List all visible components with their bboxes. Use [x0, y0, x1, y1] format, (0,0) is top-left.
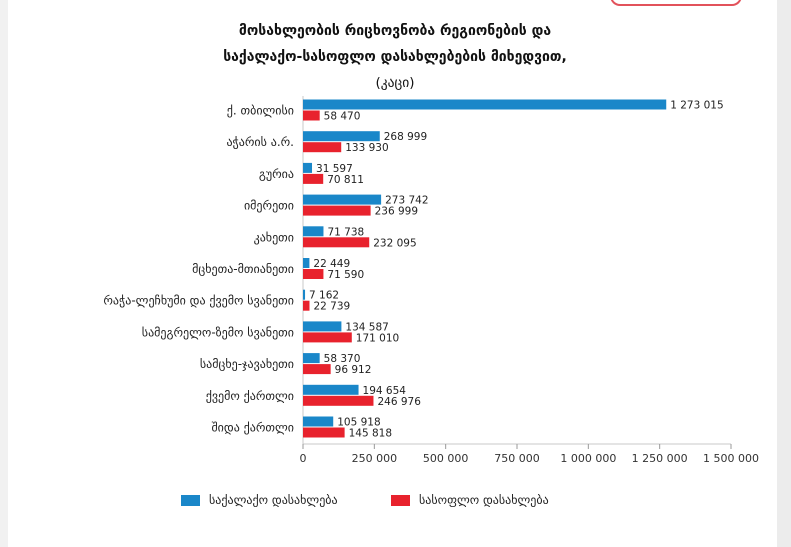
- data-label-rural: 96 912: [335, 364, 372, 376]
- category-label: აჭარის ა.რ.: [226, 135, 294, 149]
- category-label: გურია: [259, 167, 294, 181]
- bar-urban: [303, 353, 320, 364]
- bar-rural: [303, 205, 371, 216]
- x-tick-label: 1 250 000: [632, 452, 688, 465]
- data-label-urban: 31 597: [316, 163, 353, 175]
- category-label: ქ. თბილისი: [227, 104, 294, 118]
- legend-label-rural: სასოფლო დასახლება: [419, 493, 549, 507]
- bar-rural: [303, 269, 324, 279]
- bar-urban: [303, 194, 382, 205]
- category-label: მცხეთა-მთიანეთი: [192, 262, 294, 276]
- bar-rural: [303, 142, 342, 153]
- bar-urban: [303, 384, 359, 395]
- data-label-urban: 105 918: [337, 417, 380, 429]
- data-label-rural: 70 811: [327, 174, 364, 186]
- data-label-urban: 1 273 015: [670, 100, 723, 112]
- legend-item-urban: საქალაქო დასახლება: [181, 492, 338, 508]
- x-tick-label: 1 500 000: [703, 452, 759, 465]
- legend-swatch-rural: [391, 494, 410, 506]
- category-label: შიდა ქართლი: [211, 421, 294, 435]
- bar-rural: [303, 300, 310, 311]
- bar-rural: [303, 237, 370, 248]
- legend-label-urban: საქალაქო დასახლება: [209, 493, 338, 507]
- bar-urban: [303, 289, 306, 300]
- data-label-rural: 232 095: [373, 237, 416, 249]
- chart-title-line-1: მოსახლეობის რიცხოვნობა რეგიონების და: [238, 23, 552, 39]
- data-label-urban: 58 370: [324, 353, 361, 365]
- x-tick-label: 1 000 000: [560, 452, 616, 465]
- bar-urban: [303, 416, 334, 427]
- bar-urban: [303, 162, 313, 173]
- bar-rural: [303, 110, 320, 121]
- x-tick-label: 0: [300, 452, 307, 465]
- bar-rural: [303, 427, 345, 438]
- right-edge-strip: [777, 0, 791, 547]
- data-label-urban: 268 999: [384, 131, 427, 143]
- category-label: ქვემო ქართლი: [206, 389, 294, 403]
- bar-urban: [303, 131, 380, 142]
- category-label: სამცხე-ჯავახეთი: [200, 357, 294, 371]
- data-label-rural: 133 930: [345, 142, 388, 154]
- x-tick-label: 500 000: [423, 452, 469, 465]
- data-label-urban: 134 587: [345, 321, 388, 333]
- x-tick-label: 750 000: [494, 452, 540, 465]
- data-label-urban: 194 654: [363, 385, 407, 397]
- data-label-rural: 22 739: [313, 301, 350, 313]
- data-label-rural: 171 010: [356, 332, 399, 344]
- data-label-rural: 71 590: [327, 269, 364, 281]
- bar-rural: [303, 395, 374, 406]
- bar-rural: [303, 332, 352, 343]
- chart-title-unit: (კაცი): [375, 75, 415, 91]
- bar-rural: [303, 173, 324, 184]
- data-label-urban: 71 738: [327, 226, 364, 238]
- category-label: კახეთი: [254, 230, 294, 244]
- data-label-urban: 22 449: [313, 258, 350, 270]
- data-label-rural: 145 818: [349, 428, 392, 440]
- bar-urban: [303, 226, 324, 237]
- data-label-urban: 273 742: [385, 195, 428, 207]
- category-label: იმერეთი: [244, 199, 294, 213]
- data-label-rural: 58 470: [324, 111, 361, 123]
- bar-rural: [303, 364, 331, 375]
- category-label: სამეგრელო-ზემო სვანეთი: [142, 325, 294, 339]
- chart-title-line-2: საქალაქო-სასოფლო დასახლებების მიხედვით,: [223, 49, 567, 65]
- data-label-rural: 236 999: [375, 206, 418, 218]
- bar-urban: [303, 258, 310, 268]
- left-edge-strip: [0, 0, 8, 547]
- legend-item-rural: სასოფლო დასახლება: [391, 492, 549, 508]
- legend-swatch-urban: [181, 494, 200, 506]
- chart-title: მოსახლეობის რიცხოვნობა რეგიონების და საქ…: [120, 18, 670, 96]
- bar-urban: [303, 321, 342, 332]
- x-tick-label: 250 000: [352, 452, 398, 465]
- data-label-rural: 246 976: [377, 396, 421, 408]
- category-label: რაჭა-ლეჩხუმი და ქვემო სვანეთი: [103, 294, 294, 308]
- bar-urban: [303, 99, 667, 110]
- data-label-urban: 7 162: [309, 290, 339, 302]
